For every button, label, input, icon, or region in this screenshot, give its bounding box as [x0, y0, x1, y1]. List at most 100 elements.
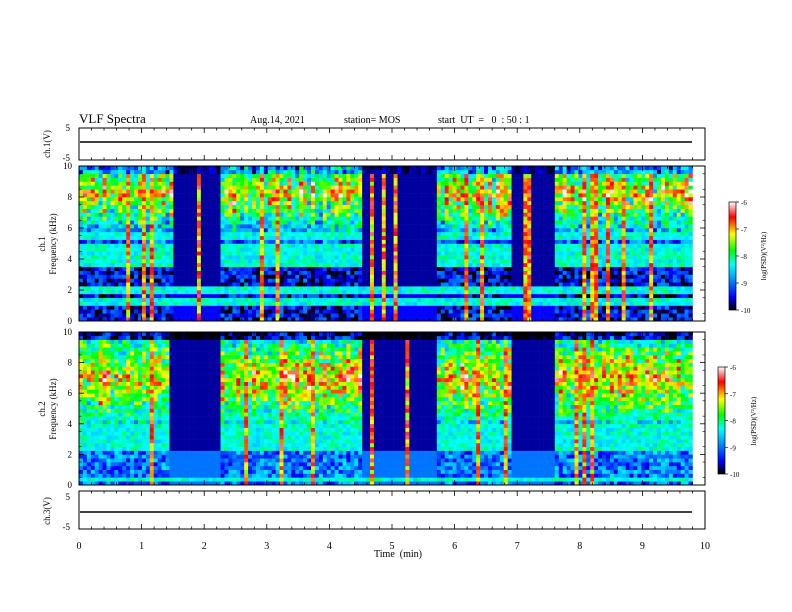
psd-cell — [421, 247, 426, 252]
psd-cell — [507, 224, 512, 229]
psd-cell — [421, 228, 426, 233]
psd-cell — [322, 309, 328, 314]
psd-cell — [98, 251, 103, 256]
psd-cell — [200, 189, 206, 194]
psd-cell — [389, 270, 394, 275]
psd-cell — [326, 243, 331, 248]
psd-cell — [448, 181, 453, 186]
psd-cell — [460, 282, 465, 287]
psd-cell — [216, 173, 221, 178]
psd-cell — [464, 173, 469, 178]
psd-cell — [193, 243, 198, 248]
psd-cell — [523, 181, 528, 186]
psd-cell — [287, 270, 292, 275]
psd-cell — [393, 193, 398, 198]
psd-cell — [216, 231, 221, 237]
psd-cell — [122, 239, 127, 244]
psd-cell — [185, 193, 190, 198]
psd-cell — [314, 274, 320, 279]
psd-cell — [503, 173, 508, 178]
psd-cell — [484, 197, 489, 202]
psd-cell — [130, 169, 135, 175]
psd-cell — [271, 208, 276, 213]
psd-cell — [531, 169, 536, 175]
psd-cell — [448, 270, 453, 275]
psd-cell — [472, 266, 477, 271]
psd-cell — [417, 293, 422, 299]
psd-cell — [444, 224, 449, 229]
psd-cell — [476, 259, 481, 264]
psd-cell — [173, 290, 178, 295]
psd-cell — [362, 274, 367, 279]
psd-cell — [476, 317, 481, 322]
psd-cell — [248, 305, 253, 310]
psd-cell — [401, 290, 406, 295]
psd-cell — [413, 286, 418, 291]
psd-cell — [149, 286, 155, 291]
psd-cell — [338, 185, 343, 190]
psd-cell — [224, 193, 229, 198]
psd-cell — [519, 185, 524, 190]
psd-cell — [366, 200, 371, 206]
psd-cell — [350, 255, 355, 260]
psd-cell — [118, 204, 123, 209]
psd-cell — [102, 255, 107, 260]
psd-cell — [122, 293, 127, 299]
psd-cell — [440, 290, 446, 295]
psd-cell — [354, 270, 359, 275]
psd-cell — [134, 239, 139, 244]
psd-cell — [432, 177, 438, 182]
psd-cell — [503, 228, 508, 233]
psd-cell — [196, 173, 202, 178]
psd-cell — [326, 185, 331, 190]
psd-cell — [157, 212, 162, 217]
psd-cell — [539, 297, 544, 302]
psd-cell — [440, 293, 446, 299]
psd-cell — [161, 185, 166, 190]
psd-cell — [550, 274, 556, 279]
psd-cell — [244, 266, 249, 271]
psd-cell — [338, 305, 343, 310]
psd-cell — [212, 212, 217, 217]
psd-cell — [487, 193, 493, 198]
psd-cell — [507, 231, 512, 237]
psd-cell — [94, 166, 99, 171]
psd-cell — [240, 266, 245, 271]
psd-cell — [342, 297, 347, 302]
psd-cell — [480, 274, 485, 279]
psd-cell — [98, 274, 103, 279]
psd-cell — [472, 197, 477, 202]
psd-cell — [468, 169, 473, 175]
psd-cell — [472, 181, 477, 186]
psd-cell — [429, 177, 434, 182]
psd-cell — [543, 262, 548, 268]
psd-cell — [153, 251, 158, 256]
psd-cell — [381, 169, 387, 175]
psd-cell — [141, 262, 147, 268]
psd-cell — [476, 247, 481, 252]
psd-cell — [165, 212, 170, 217]
psd-cell — [295, 247, 300, 252]
psd-cell — [487, 181, 493, 186]
psd-cell — [491, 212, 497, 217]
psd-cell — [283, 270, 288, 275]
psd-cell — [464, 247, 469, 252]
psd-cell — [295, 239, 300, 244]
psd-cell — [181, 185, 186, 190]
psd-cell — [200, 235, 206, 240]
psd-cell — [145, 266, 151, 271]
psd-cell — [535, 309, 540, 314]
psd-cell — [102, 193, 107, 198]
psd-cell — [169, 293, 174, 299]
psd-cell — [236, 235, 241, 240]
psd-cell — [267, 200, 272, 206]
psd-cell — [366, 177, 371, 182]
psd-cell — [381, 255, 387, 260]
psd-cell — [550, 317, 556, 322]
psd-cell — [515, 181, 520, 186]
psd-cell — [82, 274, 88, 279]
psd-cell — [460, 297, 465, 302]
psd-cell — [236, 270, 241, 275]
psd-cell — [275, 270, 280, 275]
psd-cell — [338, 309, 343, 314]
